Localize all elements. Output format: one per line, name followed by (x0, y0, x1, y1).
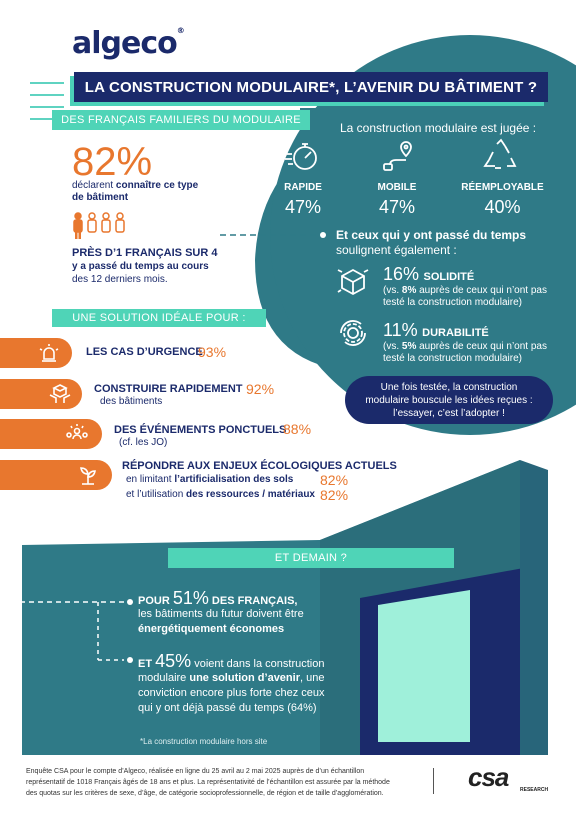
cube-icon (337, 268, 369, 296)
eco-pct-2: 82% (320, 487, 349, 503)
decorative-line (30, 82, 64, 84)
urgence-pct: 93% (198, 344, 227, 360)
rapide-label: RAPIDE (284, 182, 322, 193)
solution-label: UNE SOLUTION IDÉALE POUR : (52, 309, 266, 327)
evenements-pct: 88% (283, 421, 312, 437)
alarm-icon (39, 344, 59, 362)
decorative-line (30, 118, 64, 120)
footer-divider (433, 768, 434, 794)
boxes-icon (49, 384, 71, 403)
durabilite-vs-2: testé la construction modulaire) (383, 353, 522, 364)
familiers-label: DES FRANÇAIS FAMILIERS DU MODULAIRE (52, 110, 310, 130)
stat-title: PRÈS D’1 FRANÇAIS SUR 4 (72, 247, 218, 259)
solidite-heading: 16% SOLIDITÉ (383, 264, 475, 284)
dashed-connector (220, 232, 326, 238)
crowd-icon (66, 424, 88, 440)
urgence-bar (0, 338, 72, 368)
demain-connector (20, 599, 133, 663)
urgence-text: LES CAS D’URGENCE (86, 346, 203, 358)
eco-pct-1: 82% (320, 472, 349, 488)
eco-bar (0, 460, 112, 490)
durabilite-heading: 11% DURABILITÉ (383, 320, 489, 340)
footer-methodology: Enquête CSA pour le compte d’Algeco, réa… (26, 766, 426, 799)
reemployable-pct: 40% (484, 197, 521, 217)
location-route-icon (383, 141, 412, 171)
passe-heading-2: soulignent également : (336, 243, 457, 257)
stat-line-2: des 12 derniers mois. (72, 274, 168, 285)
page-title: LA CONSTRUCTION MODULAIRE*, L’AVENIR DU … (74, 72, 548, 102)
bubble-line-3: l’essayer, c’est l’adopter ! (393, 407, 505, 419)
evenements-sub: (cf. les JO) (119, 437, 168, 448)
rapide-pct: 47% (284, 197, 322, 217)
decorative-line (30, 106, 64, 108)
jugee-heading: La construction modulaire est jugée : (340, 121, 537, 135)
decorative-line (30, 94, 64, 96)
mobile-label: MOBILE (377, 182, 417, 193)
solidite-vs-2: testé la construction modulaire) (383, 297, 522, 308)
demain-p1-line3: énergétiquement économes (138, 623, 285, 635)
footnote: *La construction modulaire hors site (140, 737, 268, 746)
stopwatch-icon (285, 143, 317, 170)
demain-p2-title: ET 45% voient dans la construction (138, 651, 325, 671)
eco-sub-2: et l’utilisation des ressources / matéri… (126, 489, 315, 500)
bubble-line-2: modulaire bouscule les idées reçues : (365, 394, 533, 406)
mobile-pct: 47% (378, 197, 416, 217)
footer-line-1: Enquête CSA pour le compte d’Algeco, réa… (26, 768, 365, 775)
bubble-line-1: Une fois testée, la construction (380, 381, 518, 393)
evenements-bar (0, 419, 102, 449)
gear-cycle-icon (340, 320, 366, 346)
stat-line-1: y a passé du temps au cours (72, 261, 209, 272)
familiers-text-1: déclarent connaître ce type (72, 180, 199, 191)
rapide-bar (0, 379, 82, 409)
passe-heading-1: Et ceux qui y ont passé du temps (336, 228, 527, 242)
evenements-text: DES ÉVÉNEMENTS PONCTUELS (114, 424, 287, 436)
footer-line-3: des quotas sur les critères de sexe, d’â… (26, 790, 384, 797)
rapide-text: CONSTRUIRE RAPIDEMENT (94, 383, 243, 395)
demain-p2-line2: modulaire une solution d’avenir, une (138, 672, 325, 684)
algeco-logo: algeco® (72, 26, 185, 61)
adopter-bubble: Une fois testée, la construction modulai… (345, 376, 553, 424)
csa-research: RESEARCH (520, 787, 549, 793)
reemployable-label: RÉEMPLOYABLE (461, 182, 544, 193)
plant-icon (80, 467, 96, 485)
demain-p1-line2: les bâtiments du futur doivent être (138, 608, 304, 620)
familiers-text-2: de bâtiment (72, 192, 129, 203)
durabilite-vs-1: (vs. 5% auprès de ceux qui n’ont pas (383, 341, 547, 352)
demain-label: ET DEMAIN ? (168, 548, 454, 568)
csa-logo: csa (468, 762, 509, 792)
eco-text: RÉPONDRE AUX ENJEUX ÉCOLOGIQUES ACTUELS (122, 460, 397, 472)
demain-p2-line3: conviction encore plus forte chez ceux (138, 687, 325, 699)
rapide-pct: 92% (246, 381, 275, 397)
familiers-pct: 82% (72, 140, 153, 184)
solidite-vs-1: (vs. 8% auprès de ceux qui n’ont pas (383, 285, 547, 296)
demain-p2-line4: qui y ont déjà passé du temps (64%) (138, 702, 317, 714)
people-icon (73, 212, 125, 239)
recycle-icon (483, 138, 517, 169)
rapide-sub: des bâtiments (100, 396, 163, 407)
demain-p1-title: POUR 51% DES FRANÇAIS, (138, 588, 298, 608)
footer-line-2: représentatif de 1018 Français âgés de 1… (26, 779, 390, 786)
eco-sub-1: en limitant l’artificialisation des sols (126, 474, 294, 485)
